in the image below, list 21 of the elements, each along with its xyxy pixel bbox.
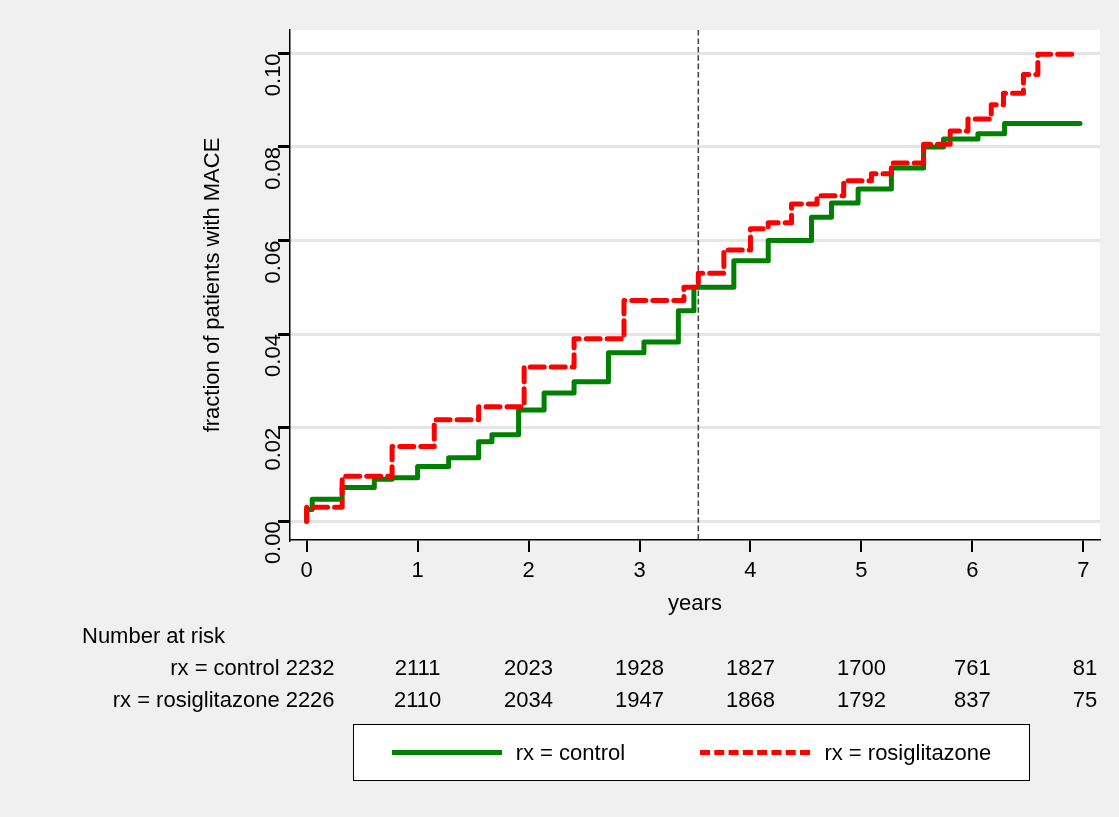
x-tick-label: 1 (411, 557, 424, 583)
x-axis-title: years (668, 589, 722, 615)
x-tick-label: 7 (1077, 557, 1090, 583)
legend-label: rx = control (515, 739, 626, 766)
x-tick-label: 3 (633, 557, 646, 583)
text: rx = rosiglitazone 2226 2110 2034 1947 1868 1792 837 75 (112, 687, 1098, 713)
legend-label: rx = rosiglitazone (824, 739, 992, 766)
y-tick-label: 0.06 (260, 240, 286, 284)
y-axis-title: fraction of patients with MACE (199, 137, 225, 433)
y-tick-label: 0.08 (260, 146, 286, 190)
text: rx = control 2232 2111 2023 1928 1827 1700 761 81 (170, 655, 1098, 681)
x-tick-label: 5 (855, 557, 868, 583)
y-tick-label: 0.02 (260, 427, 286, 471)
x-tick-label: 2 (522, 557, 535, 583)
y-tick-label: 0.04 (260, 334, 286, 377)
x-tick-label: 4 (744, 557, 757, 583)
y-tick-label: 0.00 (260, 521, 286, 565)
x-tick-label: 6 (966, 557, 979, 583)
x-tick-label: 0 (300, 557, 313, 583)
text: Number at risk (82, 623, 227, 649)
y-tick-label: 0.10 (260, 53, 286, 97)
